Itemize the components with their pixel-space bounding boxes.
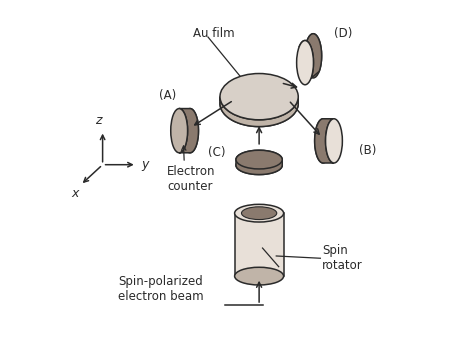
Ellipse shape (315, 119, 331, 163)
Ellipse shape (171, 108, 188, 153)
Ellipse shape (235, 204, 283, 222)
Polygon shape (299, 34, 322, 78)
Ellipse shape (235, 267, 283, 285)
Ellipse shape (220, 73, 298, 120)
Text: x: x (72, 188, 79, 201)
Ellipse shape (220, 80, 298, 127)
Text: (B): (B) (359, 144, 377, 157)
Text: Electron
counter: Electron counter (167, 165, 216, 193)
Polygon shape (235, 213, 283, 276)
Ellipse shape (182, 108, 199, 153)
Text: Spin
rotator: Spin rotator (322, 244, 363, 272)
Text: (A): (A) (159, 89, 176, 102)
Polygon shape (236, 150, 282, 175)
Text: z: z (95, 114, 102, 127)
Ellipse shape (305, 34, 322, 78)
Ellipse shape (236, 150, 282, 169)
Ellipse shape (241, 207, 277, 220)
Polygon shape (220, 97, 298, 127)
Text: Au film: Au film (193, 27, 235, 40)
Text: (C): (C) (208, 146, 226, 159)
Polygon shape (179, 108, 199, 153)
Polygon shape (315, 119, 334, 163)
Text: (D): (D) (334, 27, 352, 40)
Text: Spin-polarized
electron beam: Spin-polarized electron beam (118, 275, 203, 303)
Ellipse shape (326, 119, 342, 163)
Text: y: y (142, 158, 149, 171)
Ellipse shape (236, 156, 282, 175)
Ellipse shape (297, 40, 313, 85)
